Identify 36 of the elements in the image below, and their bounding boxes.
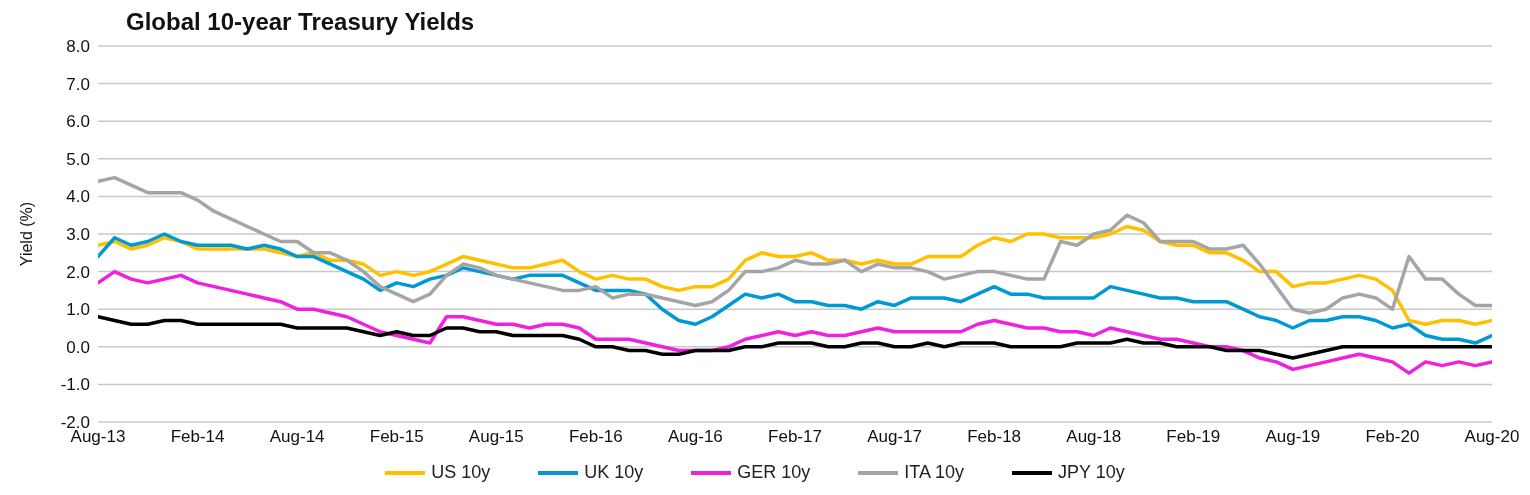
legend-label: JPY 10y [1058,462,1125,483]
y-tick-label: 1.0 [66,300,90,320]
y-tick-label: 8.0 [66,37,90,57]
x-tick-label: Aug-14 [269,427,325,447]
x-tick-label: Aug-19 [1265,427,1321,447]
x-tick-label: Feb-19 [1166,427,1221,447]
legend-label: US 10y [431,462,491,483]
legend-label: GER 10y [737,462,811,483]
x-tick-label: Aug-16 [668,427,723,447]
y-axis-title: Yield (%) [17,201,35,267]
x-tick-label: Feb-17 [768,427,822,447]
line-series [98,269,1492,375]
line-series [98,314,1492,360]
x-tick-label: Feb-18 [967,427,1022,447]
y-tick-label: 0.0 [66,337,90,357]
x-tick-label: Aug-18 [1066,427,1122,447]
y-tick-label: 5.0 [66,149,90,169]
x-tick-label: Aug-20 [1464,427,1520,447]
y-tick-label: 7.0 [66,74,90,94]
y-tick-label: 4.0 [66,187,90,207]
legend-label: ITA 10y [904,462,965,483]
line-series [98,224,1492,326]
chart-title: Global 10-year Treasury Yields [126,8,476,37]
x-tick-label: Feb-15 [369,427,424,447]
x-tick-label: Feb-20 [1365,427,1420,447]
x-tick-label: Feb-16 [568,427,623,447]
line-series [98,232,1492,345]
y-tick-label: -1.0 [60,375,90,395]
x-tick-label: Aug-15 [468,427,524,447]
line-series [98,175,1492,315]
legend-label: UK 10y [584,462,644,483]
x-tick-label: Feb-14 [170,427,225,447]
y-tick-label: 6.0 [66,112,90,132]
y-tick-label: 2.0 [66,262,90,282]
x-tick-label: Aug-17 [867,427,922,447]
y-tick-label: 3.0 [66,225,90,245]
